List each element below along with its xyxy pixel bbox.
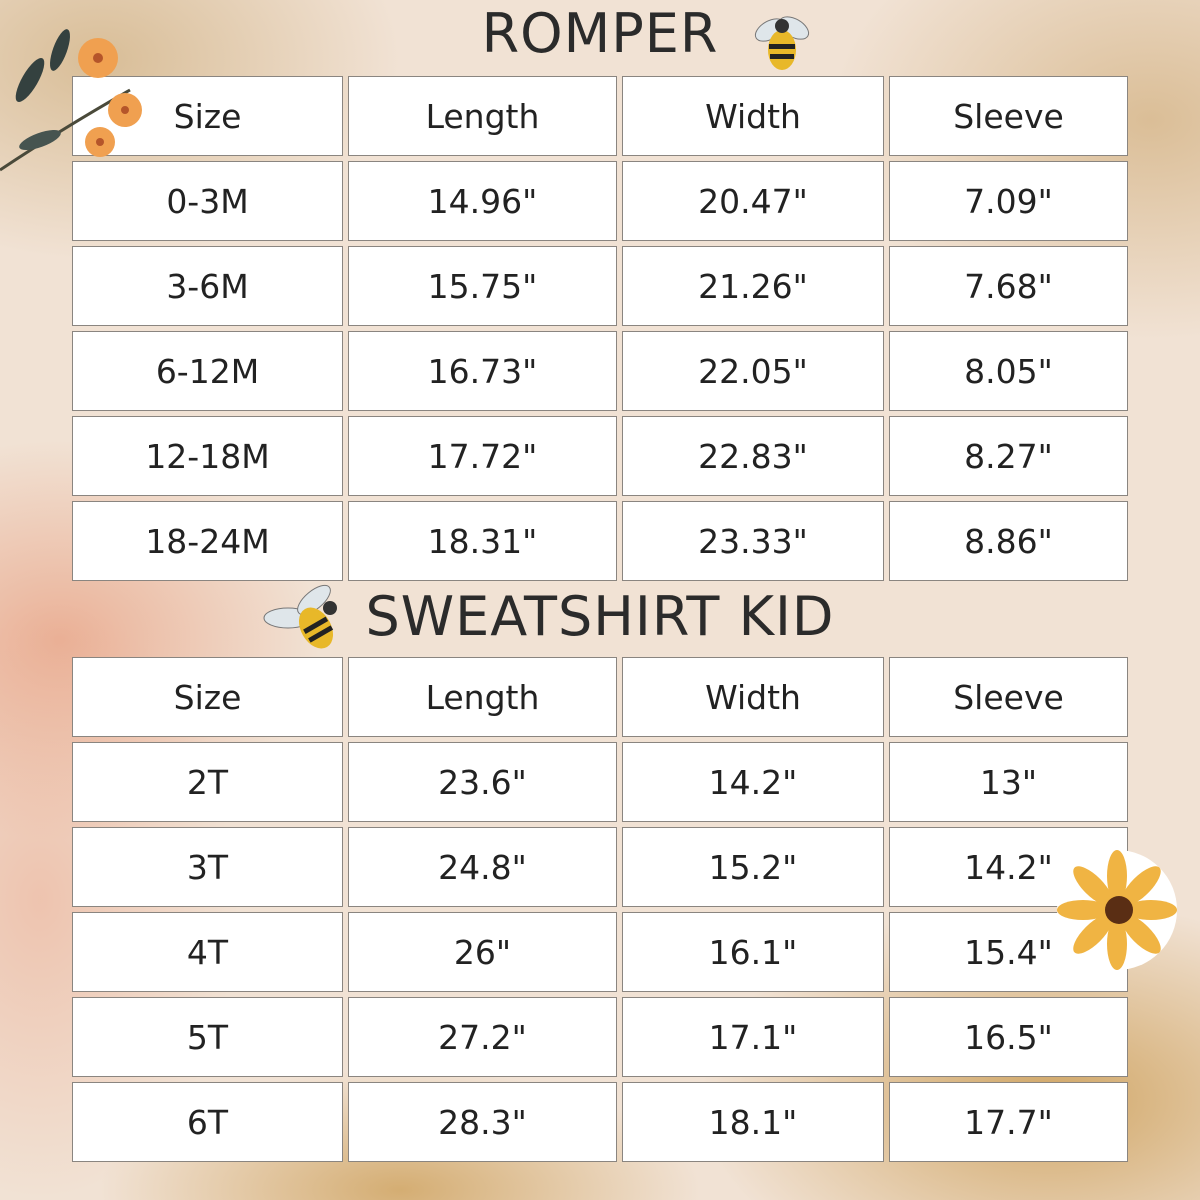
- table-cell: 18.1": [622, 1082, 884, 1162]
- table-cell: 3T: [72, 827, 343, 907]
- table-cell: 8.86": [889, 501, 1128, 581]
- column-header: Width: [622, 76, 884, 156]
- table-cell: 12-18M: [72, 416, 343, 496]
- column-header: Size: [72, 657, 343, 737]
- table-cell: 15.2": [622, 827, 884, 907]
- column-header: Length: [348, 657, 617, 737]
- table-cell: 21.26": [622, 246, 884, 326]
- table-cell: 27.2": [348, 997, 617, 1077]
- table-cell: 0-3M: [72, 161, 343, 241]
- table-cell: 15.75": [348, 246, 617, 326]
- sweatshirt-title: SWEATSHIRT KID: [365, 585, 835, 648]
- table-cell: 7.09": [889, 161, 1128, 241]
- table-cell: 6T: [72, 1082, 343, 1162]
- table-cell: 22.05": [622, 331, 884, 411]
- table-cell: 18-24M: [72, 501, 343, 581]
- sweatshirt-size-table: Size Length Width Sleeve 2T 23.6" 14.2" 13" 3T 24…: [72, 657, 1128, 1162]
- table-cell: 20.47": [622, 161, 884, 241]
- table-cell: 7.68": [889, 246, 1128, 326]
- table-cell: 14.2": [622, 742, 884, 822]
- table-cell: 5T: [72, 997, 343, 1077]
- table-cell: 14.96": [348, 161, 617, 241]
- table-cell: 13": [889, 742, 1128, 822]
- romper-title: ROMPER: [481, 2, 719, 65]
- table-cell: 3-6M: [72, 246, 343, 326]
- table-cell: 28.3": [348, 1082, 617, 1162]
- table-cell: 17.7": [889, 1082, 1128, 1162]
- table-cell: 22.83": [622, 416, 884, 496]
- column-header: Width: [622, 657, 884, 737]
- romper-size-table: Size Length Width Sleeve 0-3M 14.96" 20.47" 7.0…: [72, 76, 1128, 581]
- table-cell: 24.8": [348, 827, 617, 907]
- table-cell: 17.72": [348, 416, 617, 496]
- table-cell: 8.05": [889, 331, 1128, 411]
- table-cell: 2T: [72, 742, 343, 822]
- column-header: Length: [348, 76, 617, 156]
- bee-icon: [263, 584, 337, 649]
- table-cell: 16.73": [348, 331, 617, 411]
- sunflower-icon: [1057, 850, 1177, 970]
- table-cell: 16.1": [622, 912, 884, 992]
- table-cell: 23.33": [622, 501, 884, 581]
- table-cell: 16.5": [889, 997, 1128, 1077]
- column-header: Sleeve: [889, 657, 1128, 737]
- table-cell: 6-12M: [72, 331, 343, 411]
- table-cell: 18.31": [348, 501, 617, 581]
- table-cell: 17.1": [622, 997, 884, 1077]
- table-cell: 23.6": [348, 742, 617, 822]
- column-header: Sleeve: [889, 76, 1128, 156]
- table-cell: 8.27": [889, 416, 1128, 496]
- orange-flower-branch-icon: [0, 29, 142, 172]
- table-cell: 26": [348, 912, 617, 992]
- table-cell: 4T: [72, 912, 343, 992]
- bee-icon: [754, 16, 810, 70]
